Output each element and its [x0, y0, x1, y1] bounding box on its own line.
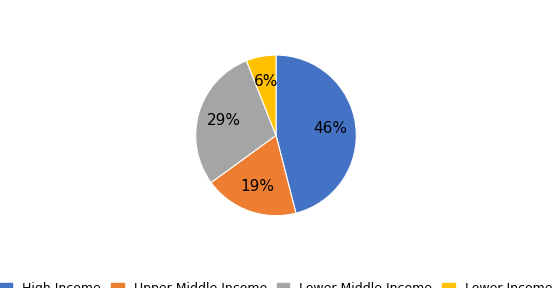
Text: 19%: 19% — [241, 179, 274, 194]
Text: 6%: 6% — [253, 74, 278, 89]
Legend: High Income, Upper Middle Income, Lower Middle Income, Lower Income: High Income, Upper Middle Income, Lower … — [0, 279, 552, 288]
Wedge shape — [246, 55, 276, 135]
Wedge shape — [211, 135, 296, 216]
Wedge shape — [196, 61, 276, 183]
Text: 46%: 46% — [313, 121, 347, 136]
Wedge shape — [276, 55, 356, 213]
Text: 29%: 29% — [206, 113, 241, 128]
